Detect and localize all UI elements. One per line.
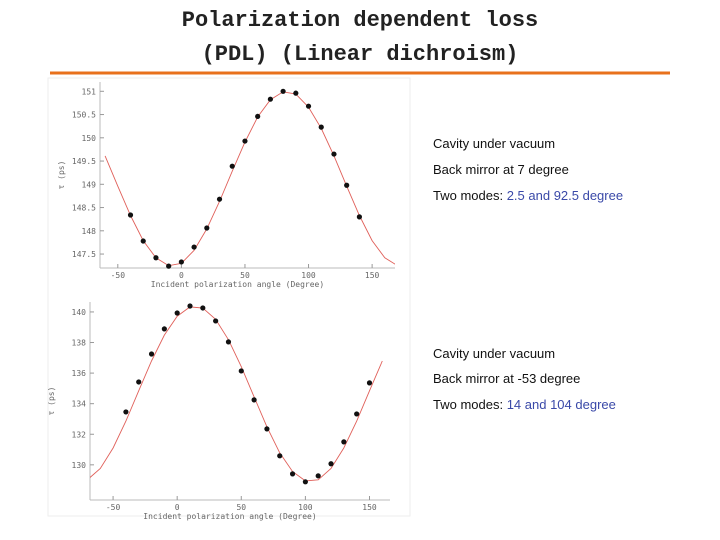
x-tick-label: 100 [301,271,316,280]
data-point [293,90,299,96]
y-tick-label: 138 [72,339,87,348]
data-point [148,351,155,357]
y-tick-label: 148.5 [72,204,96,213]
y-tick-label: 130 [72,461,87,470]
data-point [191,244,197,250]
data-point [354,411,360,417]
note: Back mirror at -53 degree [433,371,580,386]
data-point [178,259,184,265]
y-tick-label: 151 [82,87,97,96]
y-tick-label: 147.5 [72,250,96,259]
data-point [140,238,146,244]
note-highlight: 14 and 104 degree [507,397,616,412]
y-tick-label: 148 [82,227,97,236]
x-tick-label: 0 [175,503,180,512]
y-tick-label: 134 [72,400,87,409]
data-point [238,368,244,374]
data-point [204,225,210,231]
y-tick-label: 149 [82,180,97,189]
y-tick-label: 132 [72,430,87,439]
x-tick-label: 50 [240,271,250,280]
x-tick-label: -50 [106,503,121,512]
data-point [366,380,373,386]
data-point [225,339,232,345]
y-tick-label: 150 [82,134,97,143]
data-point [331,151,337,157]
data-point [216,196,223,202]
data-point [213,318,219,324]
data-point [136,379,142,385]
x-tick-label: 150 [365,271,380,280]
fit-curve [104,91,395,267]
x-tick-label: 100 [298,503,313,512]
data-point [251,397,257,403]
data-point [280,88,286,94]
slide-title: Polarization dependent loss [182,8,538,33]
data-point [127,212,134,218]
y-tick-label: 136 [72,369,87,378]
data-point [315,473,321,479]
x-tick-label: 50 [236,503,246,512]
plot: 130 132 134 136 138 140 -50 0 50 100 150 Incident p… [47,302,390,521]
data-point [267,96,273,102]
data-point [344,182,350,188]
data-point [161,326,167,332]
x-tick-label: 0 [179,271,184,280]
note: Two modes: 2.5 and 92.5 degree [433,188,623,203]
data-point [318,124,324,130]
note: Cavity under vacuum [433,136,555,151]
data-point [174,310,180,316]
data-point [166,263,172,269]
y-axis-label: τ (ps) [47,387,56,416]
note-highlight: 2.5 and 92.5 degree [507,188,623,203]
y-tick-label: 149.5 [72,157,96,166]
figure-panel [47,77,411,517]
data-point [123,409,129,415]
x-axis-label: Incident polarization angle (Degree) [143,512,316,521]
data-point [289,471,296,477]
data-point [242,138,248,144]
data-point [153,255,159,261]
data-point [328,461,334,467]
data-point [277,453,283,459]
data-point [305,103,312,109]
data-point [255,113,261,120]
y-tick-label: 150.5 [72,111,96,120]
data-point [302,479,308,485]
plot: 147.5 148 148.5 149 149.5 150 150.5 151 -50 0 50 10… [57,82,395,289]
data-point [264,426,270,432]
note: Back mirror at 7 degree [433,162,569,177]
x-axis-label: Incident polarization angle (Degree) [151,280,324,289]
note: Two modes: [433,397,507,412]
slide-title: (PDL) (Linear dichroism) [202,42,519,67]
y-tick-label: 140 [72,308,87,317]
data-point [187,303,193,309]
data-point [200,305,206,311]
data-point [356,214,362,220]
x-tick-label: 150 [362,503,377,512]
y-axis-label: τ (ps) [57,161,66,190]
note: Two modes: [433,188,507,203]
data-point [341,439,347,445]
note: Cavity under vacuum [433,346,555,361]
data-point [229,163,235,169]
x-tick-label: -50 [111,271,126,280]
note: Two modes: 14 and 104 degree [433,397,616,412]
